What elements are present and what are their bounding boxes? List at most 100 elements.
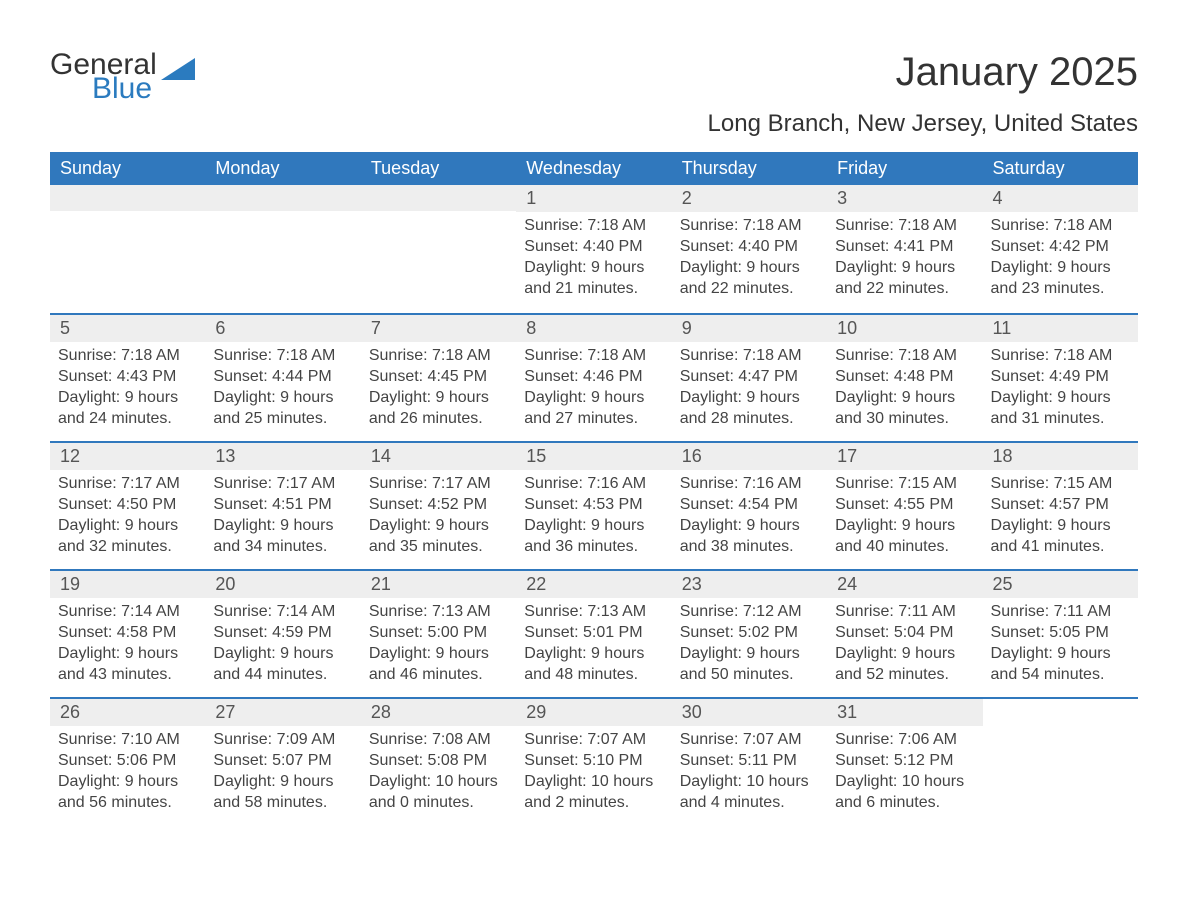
day-info-line: Sunset: 4:50 PM [58, 495, 197, 516]
day-info-line: Sunset: 4:51 PM [213, 495, 352, 516]
day-info-line: Sunrise: 7:18 AM [524, 346, 663, 367]
day-info-line: Sunrise: 7:11 AM [991, 602, 1130, 623]
day-info-line: Daylight: 9 hours [213, 644, 352, 665]
day-info-line: Sunset: 4:47 PM [680, 367, 819, 388]
day-info-line: and 30 minutes. [835, 409, 974, 430]
day-info-line: Daylight: 9 hours [524, 258, 663, 279]
day-cell: 1Sunrise: 7:18 AMSunset: 4:40 PMDaylight… [516, 185, 671, 313]
day-number: 22 [516, 571, 671, 598]
day-cell: 5Sunrise: 7:18 AMSunset: 4:43 PMDaylight… [50, 315, 205, 441]
day-info-line: and 21 minutes. [524, 279, 663, 300]
day-cell: 30Sunrise: 7:07 AMSunset: 5:11 PMDayligh… [672, 699, 827, 825]
calendar: SundayMondayTuesdayWednesdayThursdayFrid… [50, 152, 1138, 825]
day-cell: 9Sunrise: 7:18 AMSunset: 4:47 PMDaylight… [672, 315, 827, 441]
day-info-line: Sunset: 5:12 PM [835, 751, 974, 772]
day-number: 5 [50, 315, 205, 342]
day-cell: 25Sunrise: 7:11 AMSunset: 5:05 PMDayligh… [983, 571, 1138, 697]
day-cell: 8Sunrise: 7:18 AMSunset: 4:46 PMDaylight… [516, 315, 671, 441]
week-row: 5Sunrise: 7:18 AMSunset: 4:43 PMDaylight… [50, 313, 1138, 441]
day-info-line: Sunrise: 7:14 AM [213, 602, 352, 623]
day-info-line: Daylight: 9 hours [991, 258, 1130, 279]
logo-text-blue: Blue [92, 74, 195, 104]
day-info-line: Sunset: 4:45 PM [369, 367, 508, 388]
day-number: 4 [983, 185, 1138, 212]
day-info-line: and 22 minutes. [835, 279, 974, 300]
day-info-line: Daylight: 9 hours [524, 388, 663, 409]
day-info-line: Sunrise: 7:18 AM [369, 346, 508, 367]
week-row: 19Sunrise: 7:14 AMSunset: 4:58 PMDayligh… [50, 569, 1138, 697]
day-info-line: Sunrise: 7:18 AM [991, 216, 1130, 237]
dow-cell: Friday [827, 152, 982, 185]
day-info-line: and 48 minutes. [524, 665, 663, 686]
day-info-line: Daylight: 9 hours [991, 516, 1130, 537]
day-info-line: and 2 minutes. [524, 793, 663, 814]
day-info-line: Daylight: 10 hours [680, 772, 819, 793]
day-info-line: and 56 minutes. [58, 793, 197, 814]
day-info-line: Sunset: 5:01 PM [524, 623, 663, 644]
day-info-line: Sunset: 4:52 PM [369, 495, 508, 516]
day-info-line: Daylight: 9 hours [213, 772, 352, 793]
week-row: 1Sunrise: 7:18 AMSunset: 4:40 PMDaylight… [50, 185, 1138, 313]
day-info-line: and 44 minutes. [213, 665, 352, 686]
day-number: 31 [827, 699, 982, 726]
day-info-line: Daylight: 9 hours [680, 258, 819, 279]
logo: General Blue [50, 50, 195, 104]
day-number: 21 [361, 571, 516, 598]
day-number: 12 [50, 443, 205, 470]
day-info-line: Daylight: 9 hours [213, 516, 352, 537]
day-info-line: Sunrise: 7:17 AM [369, 474, 508, 495]
day-cell: 15Sunrise: 7:16 AMSunset: 4:53 PMDayligh… [516, 443, 671, 569]
day-info-line: and 6 minutes. [835, 793, 974, 814]
day-info-line: and 38 minutes. [680, 537, 819, 558]
day-info-line: Daylight: 10 hours [369, 772, 508, 793]
day-info-line: Sunset: 5:11 PM [680, 751, 819, 772]
day-of-week-header: SundayMondayTuesdayWednesdayThursdayFrid… [50, 152, 1138, 185]
day-number: 8 [516, 315, 671, 342]
day-number: 11 [983, 315, 1138, 342]
day-info-line: Daylight: 9 hours [369, 388, 508, 409]
day-cell: 21Sunrise: 7:13 AMSunset: 5:00 PMDayligh… [361, 571, 516, 697]
day-info-line: Daylight: 9 hours [213, 388, 352, 409]
day-number [983, 699, 1138, 725]
day-info-line: Sunrise: 7:18 AM [835, 346, 974, 367]
day-cell: 28Sunrise: 7:08 AMSunset: 5:08 PMDayligh… [361, 699, 516, 825]
day-info-line: and 0 minutes. [369, 793, 508, 814]
day-info-line: and 36 minutes. [524, 537, 663, 558]
day-cell: 6Sunrise: 7:18 AMSunset: 4:44 PMDaylight… [205, 315, 360, 441]
day-info-line: Sunrise: 7:18 AM [680, 346, 819, 367]
day-number: 13 [205, 443, 360, 470]
day-info-line: and 43 minutes. [58, 665, 197, 686]
day-info-line: and 32 minutes. [58, 537, 197, 558]
day-number: 17 [827, 443, 982, 470]
day-cell [983, 699, 1138, 825]
day-info-line: Sunrise: 7:08 AM [369, 730, 508, 751]
day-info-line: Sunset: 5:02 PM [680, 623, 819, 644]
day-info-line: Daylight: 9 hours [369, 516, 508, 537]
day-info-line: Sunrise: 7:07 AM [524, 730, 663, 751]
day-info-line: and 31 minutes. [991, 409, 1130, 430]
day-cell [50, 185, 205, 313]
day-info-line: Sunrise: 7:18 AM [524, 216, 663, 237]
day-number: 25 [983, 571, 1138, 598]
day-info-line: Daylight: 9 hours [58, 388, 197, 409]
day-info-line: Daylight: 9 hours [991, 388, 1130, 409]
day-info-line: Sunrise: 7:18 AM [835, 216, 974, 237]
day-number: 2 [672, 185, 827, 212]
day-number [205, 185, 360, 211]
day-info-line: Sunrise: 7:06 AM [835, 730, 974, 751]
location-subtitle: Long Branch, New Jersey, United States [50, 110, 1138, 138]
day-cell: 19Sunrise: 7:14 AMSunset: 4:58 PMDayligh… [50, 571, 205, 697]
page-title: January 2025 [896, 50, 1138, 95]
day-info-line: Daylight: 9 hours [58, 644, 197, 665]
dow-cell: Wednesday [516, 152, 671, 185]
day-info-line: Sunset: 4:54 PM [680, 495, 819, 516]
day-info-line: Sunset: 5:04 PM [835, 623, 974, 644]
day-cell: 2Sunrise: 7:18 AMSunset: 4:40 PMDaylight… [672, 185, 827, 313]
day-info-line: Sunrise: 7:12 AM [680, 602, 819, 623]
day-info-line: Daylight: 9 hours [991, 644, 1130, 665]
day-number: 9 [672, 315, 827, 342]
day-number: 28 [361, 699, 516, 726]
day-info-line: Sunset: 4:57 PM [991, 495, 1130, 516]
day-info-line: Sunrise: 7:07 AM [680, 730, 819, 751]
day-info-line: Sunrise: 7:18 AM [680, 216, 819, 237]
